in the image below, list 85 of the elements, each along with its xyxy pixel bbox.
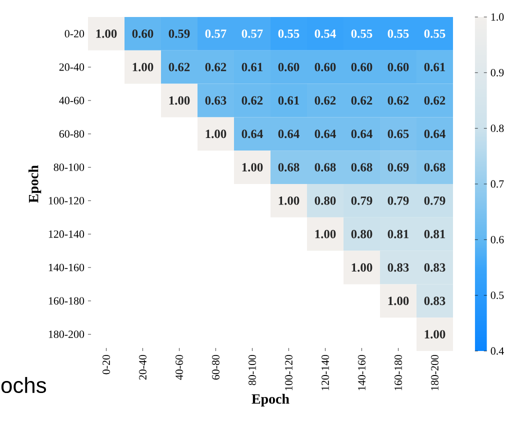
data-label: 0.60 bbox=[351, 62, 372, 72]
y-tick-label: 160-180 bbox=[48, 297, 84, 305]
data-label: 0.64 bbox=[242, 130, 263, 138]
data-label: 0.55 bbox=[278, 29, 300, 38]
data-label: 0.64 bbox=[314, 130, 336, 138]
data-label: 0.59 bbox=[168, 29, 190, 38]
data-label: 1.00 bbox=[424, 330, 446, 339]
data-label: 0.60 bbox=[132, 29, 154, 38]
data-label: 0.60 bbox=[278, 62, 300, 72]
data-label: 0.81 bbox=[388, 230, 408, 238]
y-tick-label: 120-140 bbox=[48, 230, 84, 238]
data-label: 0.64 bbox=[278, 130, 300, 138]
data-label: 0.64 bbox=[351, 130, 372, 138]
x-tick-label: 40-60 bbox=[176, 354, 183, 380]
data-label: 0.68 bbox=[314, 163, 336, 172]
y-tick-label: 20-40 bbox=[59, 63, 84, 71]
data-label: 0.62 bbox=[314, 96, 336, 105]
data-label: 0.62 bbox=[424, 96, 446, 105]
x-tick-label: 20-40 bbox=[139, 354, 146, 380]
data-label: 0.83 bbox=[424, 296, 446, 306]
data-label: 1.00 bbox=[96, 29, 117, 38]
data-label: 1.00 bbox=[132, 62, 154, 72]
data-label: 0.79 bbox=[351, 196, 372, 205]
color-bar-label: 0.6 bbox=[490, 236, 504, 244]
data-label: 0.60 bbox=[314, 62, 336, 72]
data-label: 1.00 bbox=[206, 130, 226, 138]
data-label: 0.55 bbox=[388, 29, 409, 38]
y-axis-title: Epoch bbox=[28, 165, 42, 203]
color-bar-label: 0.9 bbox=[490, 68, 504, 76]
x-tick-label: 140-160 bbox=[358, 354, 366, 390]
data-label: 0.60 bbox=[388, 62, 409, 72]
data-label: 0.81 bbox=[424, 230, 445, 238]
data-label: 0.80 bbox=[351, 230, 372, 238]
text: ochs bbox=[1, 376, 46, 394]
data-label: 0.79 bbox=[388, 196, 409, 205]
color-bar-label: 0.4 bbox=[490, 347, 504, 355]
data-label: 0.62 bbox=[242, 96, 263, 105]
color-bar-label: 0.8 bbox=[490, 124, 504, 132]
x-tick-label: 100-120 bbox=[285, 354, 292, 390]
x-tick-label: 80-100 bbox=[248, 354, 256, 386]
y-tick-label: 40-60 bbox=[59, 96, 84, 104]
y-tick-label: 180-200 bbox=[48, 330, 84, 338]
x-axis-title: Epoch bbox=[252, 394, 290, 407]
data-label: 0.62 bbox=[168, 62, 190, 72]
data-label: 0.79 bbox=[424, 196, 446, 205]
data-label: 1.00 bbox=[278, 196, 300, 205]
data-label: 0.83 bbox=[388, 263, 409, 272]
data-label: 0.54 bbox=[314, 29, 336, 38]
y-tick-label: 100-120 bbox=[48, 197, 84, 204]
data-label: 0.63 bbox=[205, 96, 226, 105]
color-bar-label: 1.0 bbox=[491, 13, 504, 21]
x-tick-label: 0-20 bbox=[102, 354, 110, 374]
data-label: 0.62 bbox=[205, 62, 226, 72]
data-label: 0.68 bbox=[424, 163, 446, 172]
data-label: 0.68 bbox=[278, 163, 300, 172]
data-label: 0.62 bbox=[388, 96, 409, 105]
y-tick-label: 0-20 bbox=[64, 30, 84, 38]
data-label: 0.61 bbox=[424, 62, 445, 72]
data-label: 0.57 bbox=[205, 29, 226, 38]
x-tick-label: 120-140 bbox=[322, 354, 329, 390]
data-label: 0.55 bbox=[351, 29, 372, 38]
x-tick-label: 180-200 bbox=[431, 354, 438, 390]
data-label: 0.68 bbox=[351, 163, 372, 172]
data-label: 0.83 bbox=[424, 263, 446, 272]
data-label: 0.69 bbox=[388, 163, 409, 172]
data-label: 0.61 bbox=[278, 96, 299, 105]
data-label: 1.00 bbox=[388, 296, 409, 306]
data-label: 0.55 bbox=[424, 29, 446, 38]
data-label: 1.00 bbox=[315, 230, 336, 238]
data-label: 0.62 bbox=[351, 96, 372, 105]
color-bar-label: 0.5 bbox=[490, 292, 504, 300]
data-label: 1.00 bbox=[352, 263, 372, 272]
x-tick-label: 160-180 bbox=[394, 354, 402, 390]
color-bar-label: 0.7 bbox=[490, 180, 504, 188]
data-label: 0.61 bbox=[242, 62, 262, 72]
data-label: 1.00 bbox=[242, 163, 263, 172]
data-label: 0.57 bbox=[242, 29, 263, 38]
y-tick-label: 80-100 bbox=[54, 164, 84, 171]
data-label: 0.80 bbox=[314, 196, 336, 205]
data-label: 0.64 bbox=[424, 130, 446, 138]
y-tick-label: 140-160 bbox=[48, 264, 84, 272]
x-tick-label: 60-80 bbox=[212, 354, 220, 380]
data-label: 1.00 bbox=[169, 96, 190, 105]
y-tick-label: 60-80 bbox=[59, 130, 84, 138]
data-label: 0.65 bbox=[388, 130, 409, 138]
